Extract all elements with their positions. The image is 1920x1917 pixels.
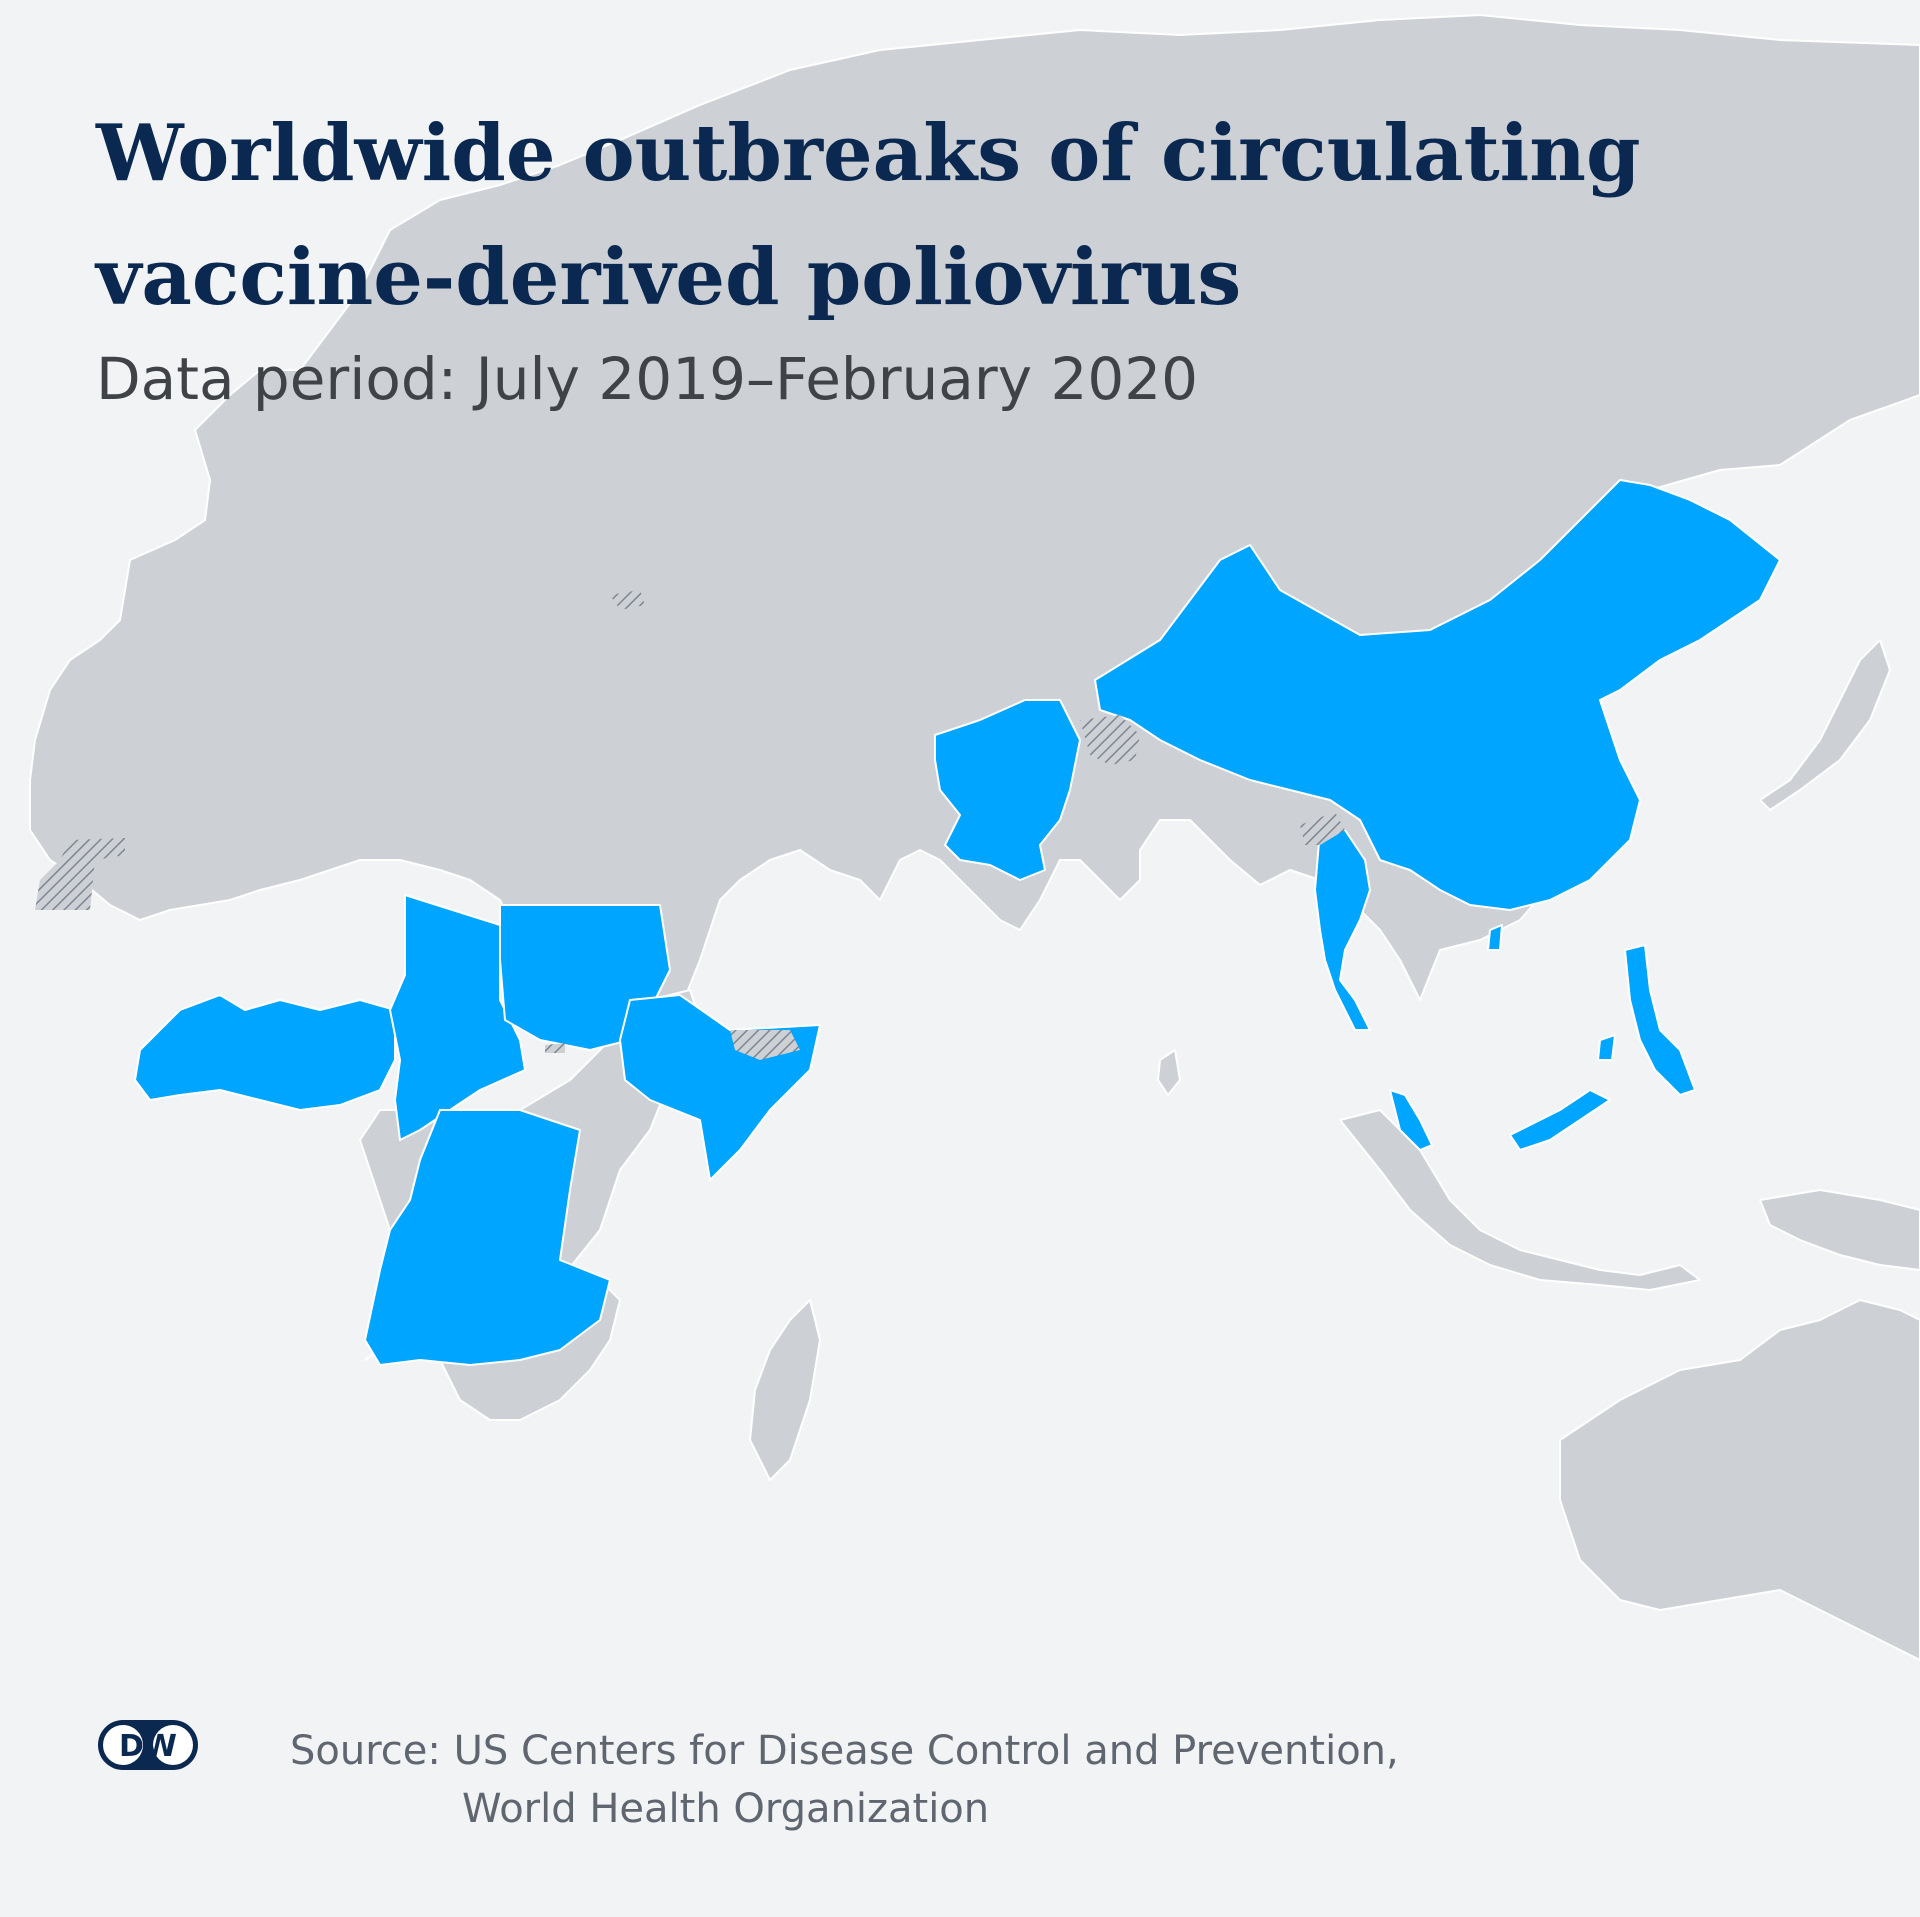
affected-drc-angola-zambia <box>364 1109 611 1366</box>
landmass-new-guinea <box>1759 1189 1920 1271</box>
affected-philippines-south <box>1597 1034 1616 1061</box>
dw-logo: DW <box>98 1720 198 1770</box>
data-period-subtitle: Data period: July 2019–February 2020 <box>96 345 1199 413</box>
landmass-japan <box>1759 639 1891 811</box>
disputed-crimea <box>610 590 645 610</box>
affected-philippines <box>1624 944 1696 1096</box>
disputed-abyei <box>545 1043 565 1053</box>
affected-afghanistan-pakistan <box>934 699 1081 881</box>
affected-ethiopia-somalia <box>619 994 821 1181</box>
landmass-australia <box>1559 1299 1920 1661</box>
landmass-indonesia <box>1339 1109 1701 1291</box>
disputed-western-sahara <box>35 838 125 910</box>
map-title: Worldwide outbreaks of circulating vacci… <box>96 92 1696 340</box>
source-line-2: World Health Organization <box>462 1786 990 1832</box>
affected-borneo-malaysia <box>1509 1089 1611 1151</box>
source-line-1: Source: US Centers for Disease Control a… <box>290 1728 1399 1774</box>
disputed-somaliland <box>730 1030 800 1060</box>
dw-logo-text: DW <box>119 1729 177 1764</box>
landmass-madagascar <box>749 1299 821 1481</box>
disputed-arunachal <box>1300 812 1345 845</box>
title-line-1: Worldwide outbreaks of circulating <box>96 108 1641 199</box>
title-line-2: vaccine-derived poliovirus <box>96 232 1242 323</box>
source-note: Source: US Centers for Disease Control a… <box>290 1722 1399 1838</box>
affected-west-africa <box>134 994 396 1111</box>
disputed-kashmir <box>1080 715 1140 765</box>
affected-myanmar <box>1314 829 1371 1031</box>
landmass-sri-lanka <box>1157 1049 1181 1096</box>
affected-taiwan-region <box>1487 924 1503 951</box>
affected-malaysia <box>1389 1089 1433 1151</box>
affected-china <box>1094 479 1781 911</box>
